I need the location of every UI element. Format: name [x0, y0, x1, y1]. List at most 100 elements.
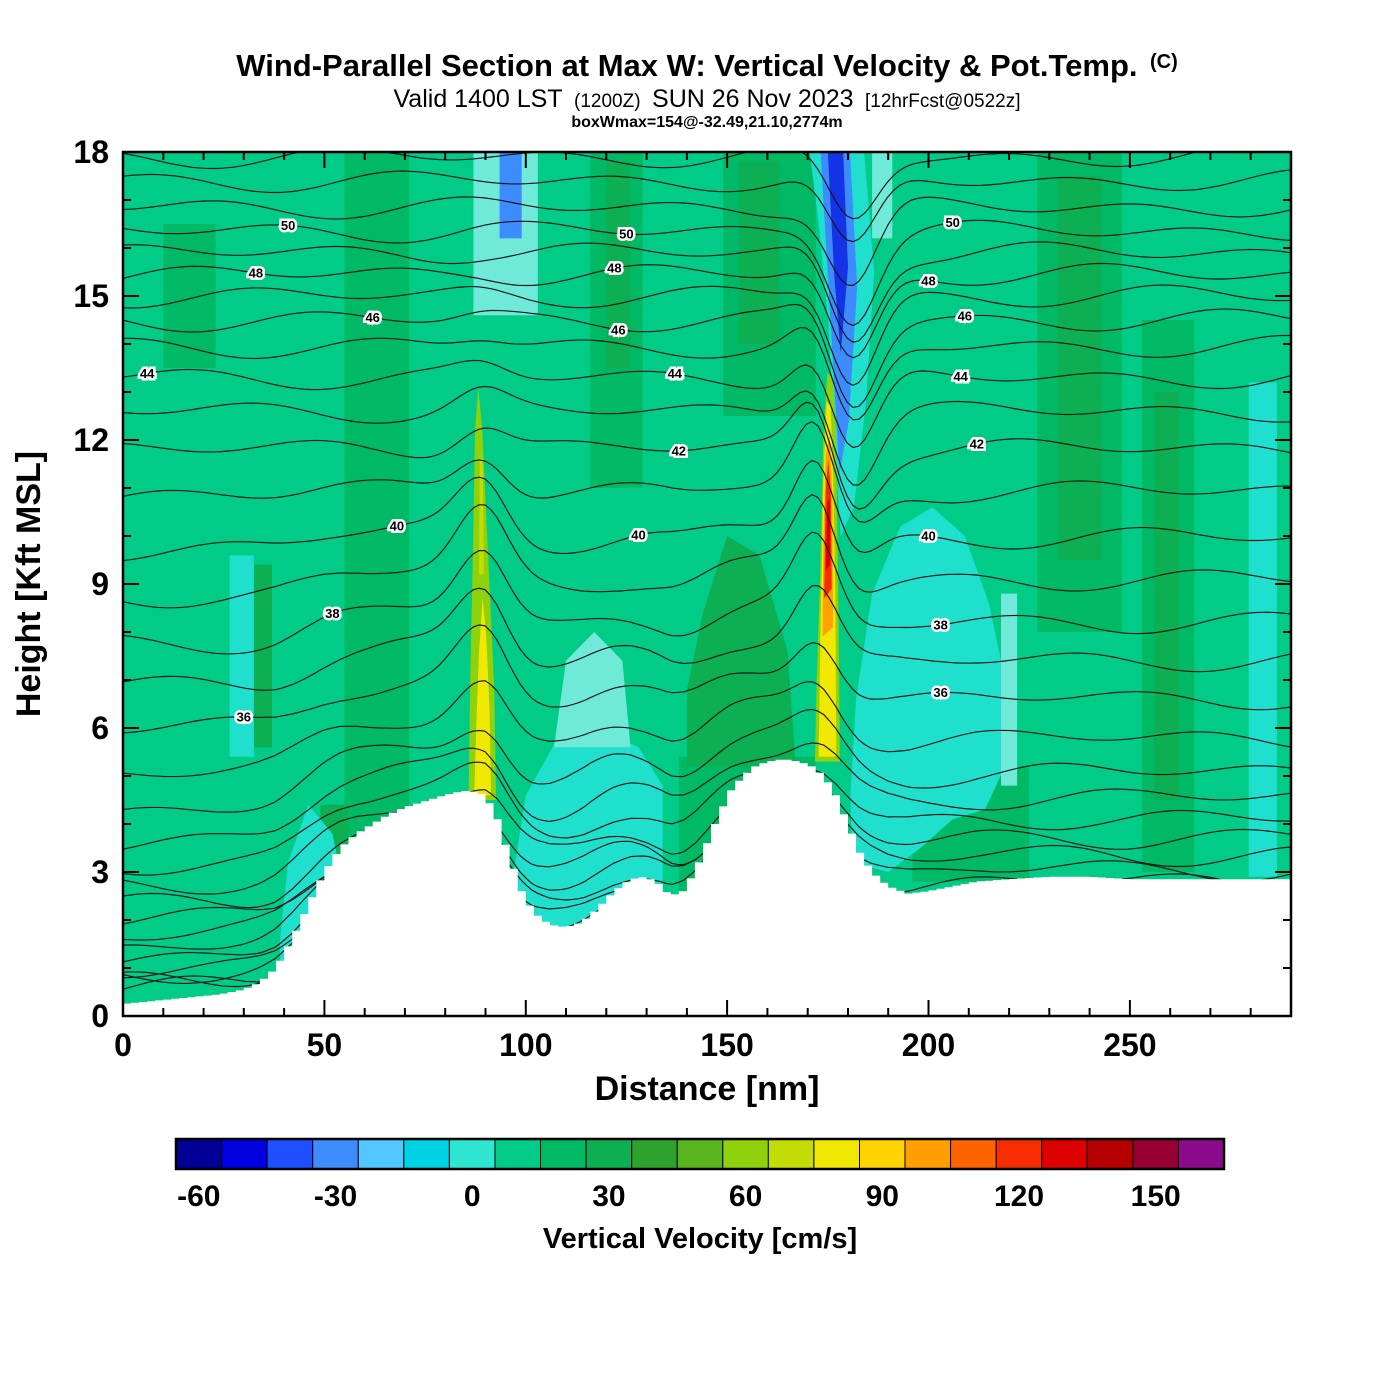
region-col-f [163, 224, 216, 368]
colorbar-segment [1132, 1138, 1180, 1170]
colorbar-tick-label: 150 [1131, 1180, 1181, 1213]
isentrope-line-37 [123, 585, 1291, 691]
isentrope-line-45 [123, 327, 1291, 421]
page-title-unit: (C) [1150, 51, 1178, 73]
isentrope-line-44 [123, 359, 1291, 449]
colorbar-segment [904, 1138, 952, 1170]
x-tick-label: 50 [307, 1027, 343, 1063]
isentrope-label: 46 [611, 322, 625, 337]
colorbar-border [174, 1137, 1226, 1171]
colorbar-tick-label: 120 [994, 1180, 1044, 1213]
x-tick-label: 150 [700, 1027, 753, 1063]
colorbar-segment [357, 1138, 405, 1170]
isentrope-labels-layer: 36 36 38 38 40 40 40 42 42 44 44 44 46 46 46 48 48 48 50 50… [137, 212, 986, 727]
isentrope-line-32 [123, 761, 1291, 876]
colorbar-label: Vertical Velocity [cm/s] [543, 1223, 857, 1255]
colorbar-segment [676, 1138, 724, 1170]
isentrope-label: 50 [281, 218, 295, 233]
colorbar-segment [540, 1138, 587, 1170]
isentrope-line-49 [123, 241, 1291, 343]
subtitle-date: SUN 26 Nov 2023 [652, 85, 854, 113]
page-title-main: Wind-Parallel Section at Max W: Vertical… [236, 48, 1137, 83]
isentrope-label: 44 [953, 369, 968, 384]
colorbar-segment [631, 1138, 678, 1170]
x-axis-label: Distance [nm] [595, 1070, 820, 1108]
isentrope-line-53 [123, 152, 1199, 220]
isentrope-label: 40 [921, 528, 935, 543]
isentrope-label: 36 [237, 710, 251, 725]
region-col-left-mid [251, 564, 272, 748]
isentrope-label: 48 [921, 273, 935, 288]
isentrope-label: 42 [970, 436, 984, 451]
x-tick-label: 200 [902, 1027, 955, 1063]
y-tick-label: 0 [91, 998, 109, 1034]
y-axis-label: Height [Kft MSL] [10, 451, 48, 717]
colorbar-segment [1086, 1138, 1134, 1170]
colorbar-segment [585, 1138, 633, 1170]
subtitle-zulu: (1200Z) [574, 91, 641, 112]
isentrope-label: 38 [933, 617, 947, 632]
valid-time-subtitle: Valid 1400 LST (1200Z) SUN 26 Nov 2023 [… [393, 85, 1020, 113]
isentrope-line-43 [123, 385, 1291, 486]
subtitle-fcst: [12hrFcst@0522z] [865, 91, 1021, 112]
region-col-c-core [739, 161, 780, 344]
isentrope-line-33 [123, 742, 1291, 850]
colorbar-segment [221, 1138, 268, 1170]
colorbar-segment [1041, 1138, 1088, 1170]
isentrope-label: 44 [140, 366, 155, 381]
colorbar-segment [813, 1138, 861, 1170]
terrain-silhouette [123, 759, 1291, 1016]
colorbar: -60 -30 0 30 60 90 120 150 [174, 1137, 1226, 1213]
velocity-regions-layer [163, 152, 1277, 1016]
y-tick-label: 18 [73, 134, 109, 170]
y-tick-label: 6 [91, 710, 109, 746]
isentrope-line-47 [123, 284, 1291, 387]
subtitle-valid: Valid 1400 LST [393, 85, 562, 113]
isentrope-line-51 [123, 196, 1291, 287]
colorbar-segment [494, 1138, 542, 1170]
isentrope-line-38 [123, 531, 1291, 655]
isentrope-label: 46 [365, 310, 379, 325]
isentrope-line-31 [123, 779, 1291, 895]
isentrope-label: 48 [607, 261, 621, 276]
colorbar-tick-label: 90 [866, 1180, 899, 1213]
isentrope-label: 48 [249, 266, 263, 281]
isentrope-line-50 [123, 219, 1291, 327]
y-tick-label: 12 [73, 422, 109, 458]
region-valley-cyan-upper [554, 632, 631, 748]
colorbar-segment [995, 1138, 1043, 1170]
region-updraft1-core [474, 598, 492, 796]
isentrope-line-42 [123, 401, 1291, 510]
region-left-col-cyan [229, 555, 254, 757]
colorbar-tick-label: -30 [314, 1180, 357, 1213]
page-title: Wind-Parallel Section at Max W: Vertical… [236, 48, 1177, 83]
colorbar-segment [722, 1138, 769, 1170]
x-tick-label: 100 [499, 1027, 552, 1063]
isentrope-label: 38 [325, 606, 339, 621]
isentrope-label: 42 [672, 443, 686, 458]
region-updraft1-sheath [468, 387, 496, 800]
colorbar-segment [950, 1138, 997, 1170]
region-downdraft-core [827, 152, 848, 354]
y-tick-label: 15 [73, 278, 109, 314]
isentrope-line-40 [123, 459, 1291, 562]
region-col-b-core [606, 161, 631, 368]
isentrope-line-35 [123, 680, 1291, 778]
region-col-a [344, 152, 409, 1016]
colorbar-segment [403, 1138, 450, 1170]
colorbar-segment [175, 1138, 223, 1170]
colorbar-tick-label: 30 [592, 1180, 625, 1213]
isentrope-label: 40 [631, 528, 645, 543]
colorbar-segment [448, 1138, 496, 1170]
isentrope-label: 36 [933, 685, 947, 700]
wmax-annotation: boxWmax=154@-32.49,21.10,2774m [571, 114, 842, 131]
region-top-blue-90s [499, 152, 522, 239]
region-col-e-core [1154, 392, 1179, 800]
isentrope-line-39 [123, 494, 1291, 609]
y-tick-label: 9 [91, 566, 109, 602]
isentrope-label: 50 [945, 215, 959, 230]
isentrope-line-41 [123, 420, 1291, 523]
region-lee-cyan-thin [1001, 593, 1018, 786]
